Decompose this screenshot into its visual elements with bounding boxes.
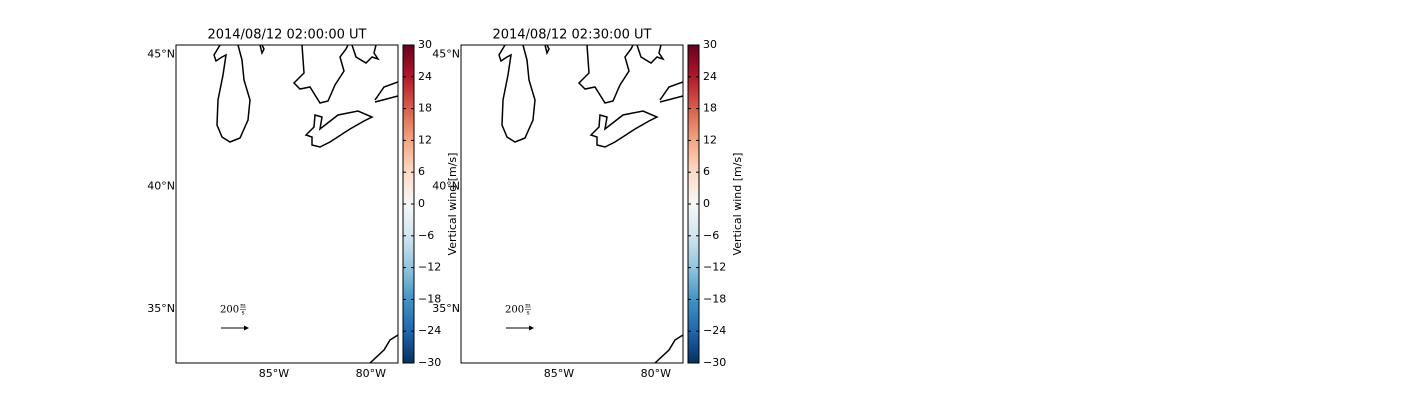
colorbar-tick-label: 0 (418, 197, 425, 210)
lat-tick-label: 35°N (432, 302, 460, 315)
lon-tick-label: 80°W (641, 367, 671, 380)
map-frame (175, 44, 399, 364)
map-frame (460, 44, 684, 364)
colorbar-tick-label: 18 (418, 102, 432, 115)
colorbar-tick-label: 6 (703, 165, 710, 178)
map-panel: 2014/08/12 02:30:00 UT 45°N 40°N 35°N 85°W 80… (432, 28, 684, 380)
colorbar-tick-label: −18 (418, 292, 441, 305)
colorbar-tick-label: −6 (703, 229, 719, 242)
lon-tick-label: 85°W (259, 367, 289, 380)
quiver-key-arrowhead (529, 325, 534, 331)
colorbar-tick-label: 12 (418, 133, 432, 146)
colorbar-tick-label: −30 (418, 356, 441, 369)
colorbar-tick-label: −12 (703, 261, 726, 274)
panel-title: 2014/08/12 02:30:00 UT (492, 28, 651, 43)
quiver-key-unit-top: m (525, 303, 531, 310)
lat-tick-label: 40°N (147, 180, 175, 193)
colorbar-tick-label: −24 (418, 324, 441, 337)
colorbar-tick-label: 0 (703, 197, 710, 210)
colorbar-tick-label: −12 (418, 261, 441, 274)
colorbar: 30 24 18 12 6 0 −6 −12 −18 −24 −30 Vertical wind [m… (687, 38, 744, 369)
colorbar-tick-label: 30 (418, 38, 432, 51)
quiver-key-number: 200 (505, 305, 524, 316)
lon-tick-label: 85°W (544, 367, 574, 380)
lat-tick-label: 40°N (432, 180, 460, 193)
panel-title: 2014/08/12 02:00:00 UT (207, 28, 366, 43)
quiver-key: 200 ms (220, 303, 249, 331)
colorbar-tick-label: −18 (703, 292, 726, 305)
quiver-key-unit-top: m (240, 303, 246, 310)
colorbar-tick-label: −6 (418, 229, 434, 242)
lat-tick-label: 45°N (147, 48, 175, 61)
quiver-key-number: 200 (220, 305, 239, 316)
map-panel: 2014/08/12 02:00:00 UT 45°N 40°N 35°N 85°W 80… (147, 28, 399, 380)
colorbar-tick-label: −24 (703, 324, 726, 337)
colorbar-tick-label: 18 (703, 102, 717, 115)
map-background (461, 45, 683, 363)
colorbar-tick-label: 6 (418, 165, 425, 178)
quiver-key: 200 ms (505, 303, 534, 331)
colorbar: 30 24 18 12 6 0 −6 −12 −18 −24 −30 Vertical wind [m… (402, 38, 459, 369)
lat-tick-label: 35°N (147, 302, 175, 315)
colorbar-tick-label: 30 (703, 38, 717, 51)
lat-tick-label: 45°N (432, 48, 460, 61)
lon-tick-label: 80°W (356, 367, 386, 380)
colorbar-label: Vertical wind [m/s] (731, 153, 744, 256)
quiver-key-unit-bottom: s (526, 310, 529, 317)
quiver-key-unit-bottom: s (241, 310, 244, 317)
colorbar-tick-label: 24 (418, 70, 432, 83)
quiver-key-arrowhead (244, 325, 249, 331)
figure-root: 2014/08/12 02:00:00 UT 45°N 40°N 35°N 85°W 80… (147, 28, 744, 381)
colorbar-tick-label: 12 (703, 133, 717, 146)
colorbar-tick-label: 24 (703, 70, 717, 83)
colorbar-tick-label: −30 (703, 356, 726, 369)
colorbar-label: Vertical wind [m/s] (446, 153, 459, 256)
map-background (176, 45, 398, 363)
